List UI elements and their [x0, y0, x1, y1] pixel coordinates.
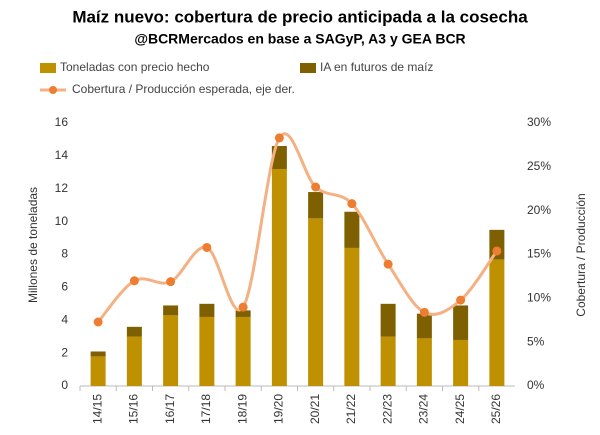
y-tick-label: 14 [55, 148, 69, 162]
y-axis-label: Millones de toneladas [26, 187, 40, 303]
x-tick-label: 20/21 [308, 394, 322, 424]
line-marker [492, 246, 502, 256]
x-tick-label: 15/16 [127, 394, 141, 424]
bar-segment [380, 303, 396, 337]
y2-tick-label: 15% [527, 247, 551, 261]
bar-segment [199, 303, 215, 317]
y-tick-label: 16 [55, 115, 69, 129]
legend-label: Toneladas con precio hecho [60, 60, 210, 74]
y2-axis-label: Cobertura / Producción [574, 193, 588, 316]
y2-tick-label: 5% [527, 334, 545, 348]
legend-swatch [40, 63, 56, 73]
x-tick-label: 22/23 [380, 394, 394, 424]
y-tick-label: 10 [55, 214, 69, 228]
line-marker [419, 307, 429, 317]
x-tick-label: 14/15 [90, 394, 104, 424]
line-marker [93, 317, 103, 327]
line-marker [274, 133, 284, 143]
chart-subtitle: @BCRMercados en base a SAGyP, A3 y GEA B… [134, 31, 465, 47]
legend-marker [49, 86, 57, 94]
x-tick-label: 19/20 [272, 394, 286, 424]
x-tick-label: 17/18 [199, 394, 213, 424]
bar-segment [308, 218, 324, 386]
line [96, 132, 499, 323]
y-tick-label: 0 [61, 378, 68, 392]
y2-tick-label: 20% [527, 203, 551, 217]
y2-tick-label: 0% [527, 378, 545, 392]
x-tick-label: 18/19 [235, 394, 249, 424]
bar-segment [235, 316, 251, 386]
y2-tick-label: 10% [527, 291, 551, 305]
bar-segment [489, 259, 505, 386]
line-marker [129, 276, 139, 286]
bar-segment [199, 316, 215, 386]
y2-tick-label: 25% [527, 159, 551, 173]
y-tick-label: 2 [61, 345, 68, 359]
y2-tick-label: 30% [527, 115, 551, 129]
bar-segment [380, 336, 396, 386]
bar-segment [308, 192, 324, 219]
bar-segment [344, 247, 360, 386]
bar-segment [453, 339, 469, 386]
x-tick-label: 23/24 [417, 394, 431, 424]
bar-segment [235, 310, 251, 317]
bar-segment [416, 313, 432, 339]
bar-segment [90, 356, 106, 386]
line-marker [202, 242, 212, 252]
line-marker [383, 259, 393, 269]
bar-segment [416, 338, 432, 386]
chart-title: Maíz nuevo: cobertura de precio anticipa… [72, 7, 528, 26]
bar-segment [126, 336, 142, 386]
line-marker [311, 182, 321, 192]
y-tick-label: 8 [61, 247, 68, 261]
bar-segment [163, 305, 179, 316]
x-tick-label: 16/17 [163, 394, 177, 424]
legend-label: Cobertura / Producción esperada, eje der… [72, 82, 295, 96]
bar-segment [126, 326, 142, 337]
bar-segment [90, 351, 106, 357]
y-tick-label: 4 [61, 312, 68, 326]
bar-segment [163, 315, 179, 386]
legend-label: IA en futuros de maíz [320, 60, 433, 74]
y-tick-label: 12 [55, 181, 69, 195]
x-tick-label: 21/22 [344, 394, 358, 424]
line-marker [456, 295, 466, 305]
y-tick-label: 6 [61, 280, 68, 294]
x-tick-label: 25/26 [489, 394, 503, 424]
bar-segment [271, 169, 287, 386]
bar-segment [344, 211, 360, 248]
bar-segment [453, 305, 469, 340]
x-tick-label: 24/25 [453, 394, 467, 424]
legend-swatch [300, 63, 316, 73]
line-marker [347, 199, 357, 209]
line-marker [166, 277, 176, 287]
line-marker [238, 302, 248, 312]
